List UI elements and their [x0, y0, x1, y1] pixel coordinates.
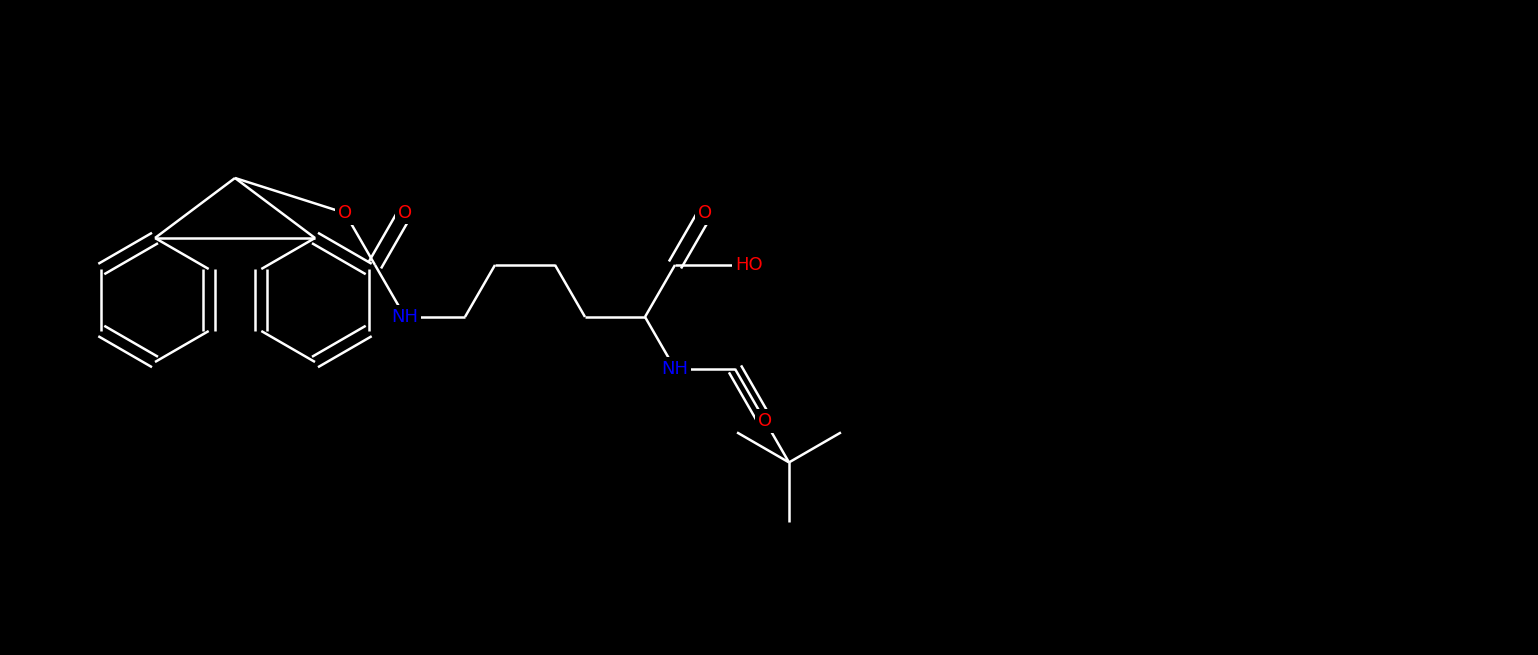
Text: NH: NH — [392, 308, 418, 326]
Text: O: O — [698, 204, 712, 222]
Text: O: O — [338, 204, 352, 222]
Text: HO: HO — [735, 256, 763, 274]
Text: O: O — [758, 412, 772, 430]
Text: O: O — [758, 412, 772, 430]
Text: NH: NH — [661, 360, 689, 378]
Text: O: O — [398, 204, 412, 222]
